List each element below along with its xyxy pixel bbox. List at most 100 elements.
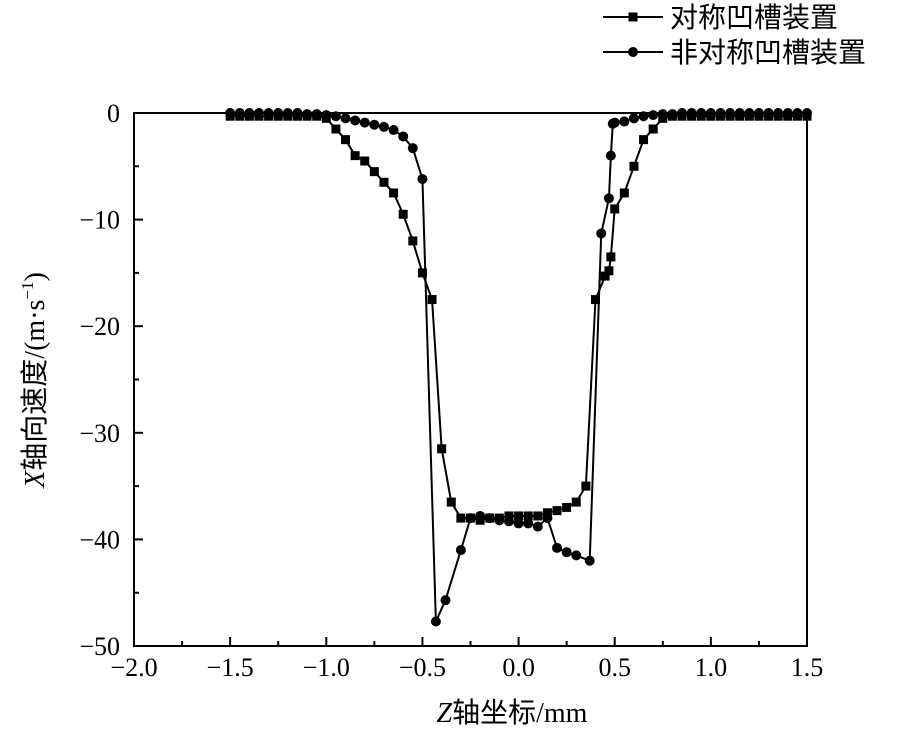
- data-point: [596, 228, 607, 239]
- x-tick-label: 1.5: [791, 653, 824, 682]
- data-point: [744, 108, 755, 118]
- data-point: [648, 124, 658, 134]
- data-point: [341, 135, 351, 145]
- data-point: [398, 131, 409, 142]
- data-point: [523, 518, 534, 529]
- y-tick-label: −50: [79, 632, 120, 661]
- y-tick-label: −30: [79, 419, 120, 448]
- x-tick-label: 0.0: [502, 653, 535, 682]
- data-point: [609, 117, 620, 128]
- data-point: [561, 547, 572, 558]
- y-axis: 0 −10 −20 −30 −40 −50: [79, 99, 143, 661]
- data-point: [340, 113, 351, 124]
- data-point: [321, 110, 332, 121]
- data-point: [446, 497, 456, 507]
- data-point: [792, 108, 803, 118]
- data-point: [359, 117, 370, 128]
- data-point: [455, 545, 466, 556]
- x-tick-label: 0.5: [598, 653, 631, 682]
- data-point: [311, 109, 322, 120]
- series-circle: [225, 108, 812, 627]
- data-point: [417, 174, 428, 185]
- data-point: [456, 513, 466, 523]
- data-point: [604, 266, 614, 276]
- series-line: [230, 112, 807, 622]
- plot-frame: [133, 112, 808, 647]
- data-point: [639, 135, 649, 145]
- data-point: [292, 108, 303, 118]
- data-point: [600, 271, 610, 281]
- data-point: [686, 108, 697, 118]
- data-point: [696, 108, 707, 118]
- data-point: [782, 108, 793, 118]
- data-point: [802, 108, 812, 118]
- x-axis: −2.0 −1.5 −1.0 −0.5 0.0 0.5 1.0 1.5: [110, 637, 823, 682]
- data-point: [542, 513, 553, 524]
- data-point: [427, 295, 437, 305]
- data-point: [408, 236, 418, 246]
- data-point: [606, 252, 616, 262]
- data-point: [571, 497, 581, 507]
- data-point: [437, 444, 447, 454]
- data-point: [388, 125, 399, 136]
- x-tick-label: −1.5: [207, 653, 254, 682]
- series-layer: [225, 108, 812, 627]
- y-tick-label: −10: [79, 206, 120, 235]
- data-point: [581, 481, 591, 491]
- x-tick-label: −2.0: [110, 653, 157, 682]
- data-point: [562, 502, 572, 512]
- data-point: [619, 116, 630, 127]
- data-point: [369, 167, 379, 177]
- data-point: [532, 521, 543, 532]
- x-axis-title: Z轴坐标/mm: [437, 697, 588, 729]
- legend-marker: [628, 12, 638, 22]
- data-point: [725, 108, 736, 118]
- data-point: [590, 295, 600, 305]
- y-axis-title: X轴向速度/(m·s−1): [18, 272, 51, 489]
- legend-item: 对称凹槽装置: [603, 1, 838, 34]
- y-tick-label: 0: [107, 99, 120, 128]
- data-point: [282, 108, 293, 118]
- data-point: [734, 108, 745, 118]
- legend-label: 非对称凹槽装置: [670, 36, 866, 69]
- legend-label: 对称凹槽装置: [670, 1, 838, 34]
- data-point: [503, 516, 514, 527]
- data-point: [244, 108, 255, 118]
- data-point: [610, 204, 620, 214]
- data-point: [378, 121, 389, 132]
- data-point: [603, 193, 614, 204]
- x-tick-label: −0.5: [399, 653, 446, 682]
- data-point: [629, 161, 639, 171]
- data-point: [753, 108, 764, 118]
- data-point: [667, 109, 678, 120]
- x-tick-label: 1.0: [695, 653, 728, 682]
- data-point: [628, 113, 639, 124]
- series-square: [225, 111, 812, 525]
- data-point: [273, 108, 284, 118]
- data-point: [360, 156, 370, 166]
- x-tick-label: −1.0: [303, 653, 350, 682]
- data-point: [715, 108, 726, 118]
- data-point: [657, 109, 668, 120]
- data-point: [475, 510, 486, 521]
- data-point: [584, 555, 595, 566]
- data-point: [430, 616, 441, 627]
- data-point: [234, 108, 245, 118]
- data-point: [619, 188, 629, 198]
- data-point: [705, 108, 716, 118]
- data-point: [677, 108, 688, 118]
- data-point: [330, 111, 341, 122]
- data-point: [484, 513, 495, 524]
- data-point: [465, 513, 476, 524]
- data-point: [773, 108, 784, 118]
- y-tick-label: −40: [79, 525, 120, 554]
- data-point: [225, 108, 236, 118]
- data-point: [504, 511, 514, 521]
- data-point: [533, 511, 543, 521]
- data-point: [605, 150, 616, 161]
- data-point: [513, 518, 524, 529]
- data-point: [523, 511, 533, 521]
- data-point: [552, 506, 562, 516]
